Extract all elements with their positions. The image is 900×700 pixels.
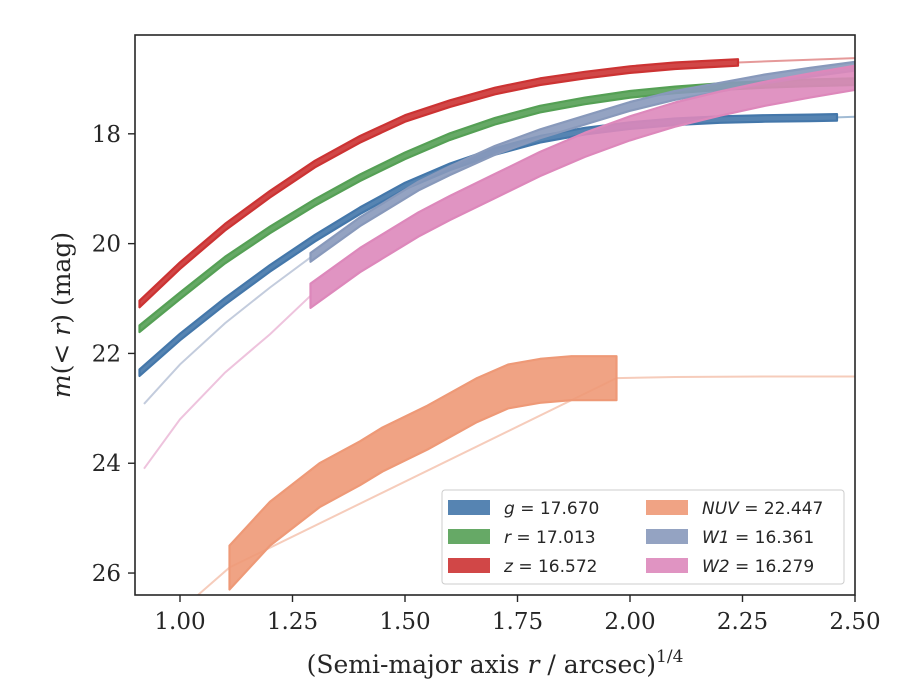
- x-tick-label: 2.25: [717, 609, 768, 635]
- y-tick-label: 18: [92, 122, 121, 148]
- series-g-extrapolation: [836, 115, 855, 119]
- plot-frame: [134, 34, 856, 596]
- legend-entry-w2: W2 = 16.279: [702, 557, 814, 577]
- y-tick-label: 24: [92, 451, 121, 477]
- x-axis: 1.00 1.25 1.50 1.75 2.00 2.25 2.50: [154, 595, 881, 635]
- series-layer: [138, 57, 855, 595]
- legend-entry-w1: W1 = 16.361: [702, 528, 814, 548]
- legend-swatch-w1: [646, 529, 688, 544]
- legend-swatch-w2: [646, 558, 688, 573]
- legend-entry-z: z = 16.572: [503, 557, 597, 577]
- series-w2-extrapolation: [143, 295, 312, 470]
- x-tick-label: 2.50: [829, 609, 880, 635]
- legend-entry-r: r = 17.013: [504, 528, 596, 548]
- legend-swatch-z: [448, 558, 490, 573]
- series-g-band: [138, 113, 839, 377]
- x-tick-label: 2.00: [604, 609, 655, 635]
- series-nuv-band: [228, 355, 618, 591]
- series-r-band: [138, 77, 855, 334]
- series-w2-band: [309, 64, 855, 309]
- y-axis: 18 20 22 24 26: [92, 122, 135, 587]
- x-tick-label: 1.25: [267, 609, 318, 635]
- x-tick-label: 1.50: [379, 609, 430, 635]
- legend-entry-nuv: NUV = 22.447: [702, 499, 823, 519]
- x-axis-label: (Semi-major axis r / arcsec)1/4: [307, 647, 684, 679]
- series-nuv-extrapolation: [197, 375, 855, 595]
- series-w1-extrapolation: [143, 256, 312, 405]
- legend-swatch-r: [448, 529, 490, 544]
- legend-entry-g: g = 17.670: [504, 499, 599, 519]
- series-z-extrapolation: [737, 57, 855, 64]
- legend-swatch-nuv: [646, 500, 688, 515]
- legend-frame: [441, 489, 845, 585]
- legend-swatch-g: [448, 500, 490, 515]
- series-z-band: [138, 58, 740, 309]
- x-tick-label: 1.75: [492, 609, 543, 635]
- y-tick-label: 22: [92, 341, 121, 367]
- y-tick-label: 26: [92, 561, 121, 587]
- legend: g = 17.670 r = 17.013 z = 16.572 NUV = 22.4…: [441, 489, 845, 585]
- series-w1-band: [309, 60, 855, 263]
- x-tick-label: 1.00: [154, 609, 205, 635]
- y-tick-label: 20: [92, 232, 121, 258]
- y-axis-label: m(< r) (mag): [47, 232, 76, 398]
